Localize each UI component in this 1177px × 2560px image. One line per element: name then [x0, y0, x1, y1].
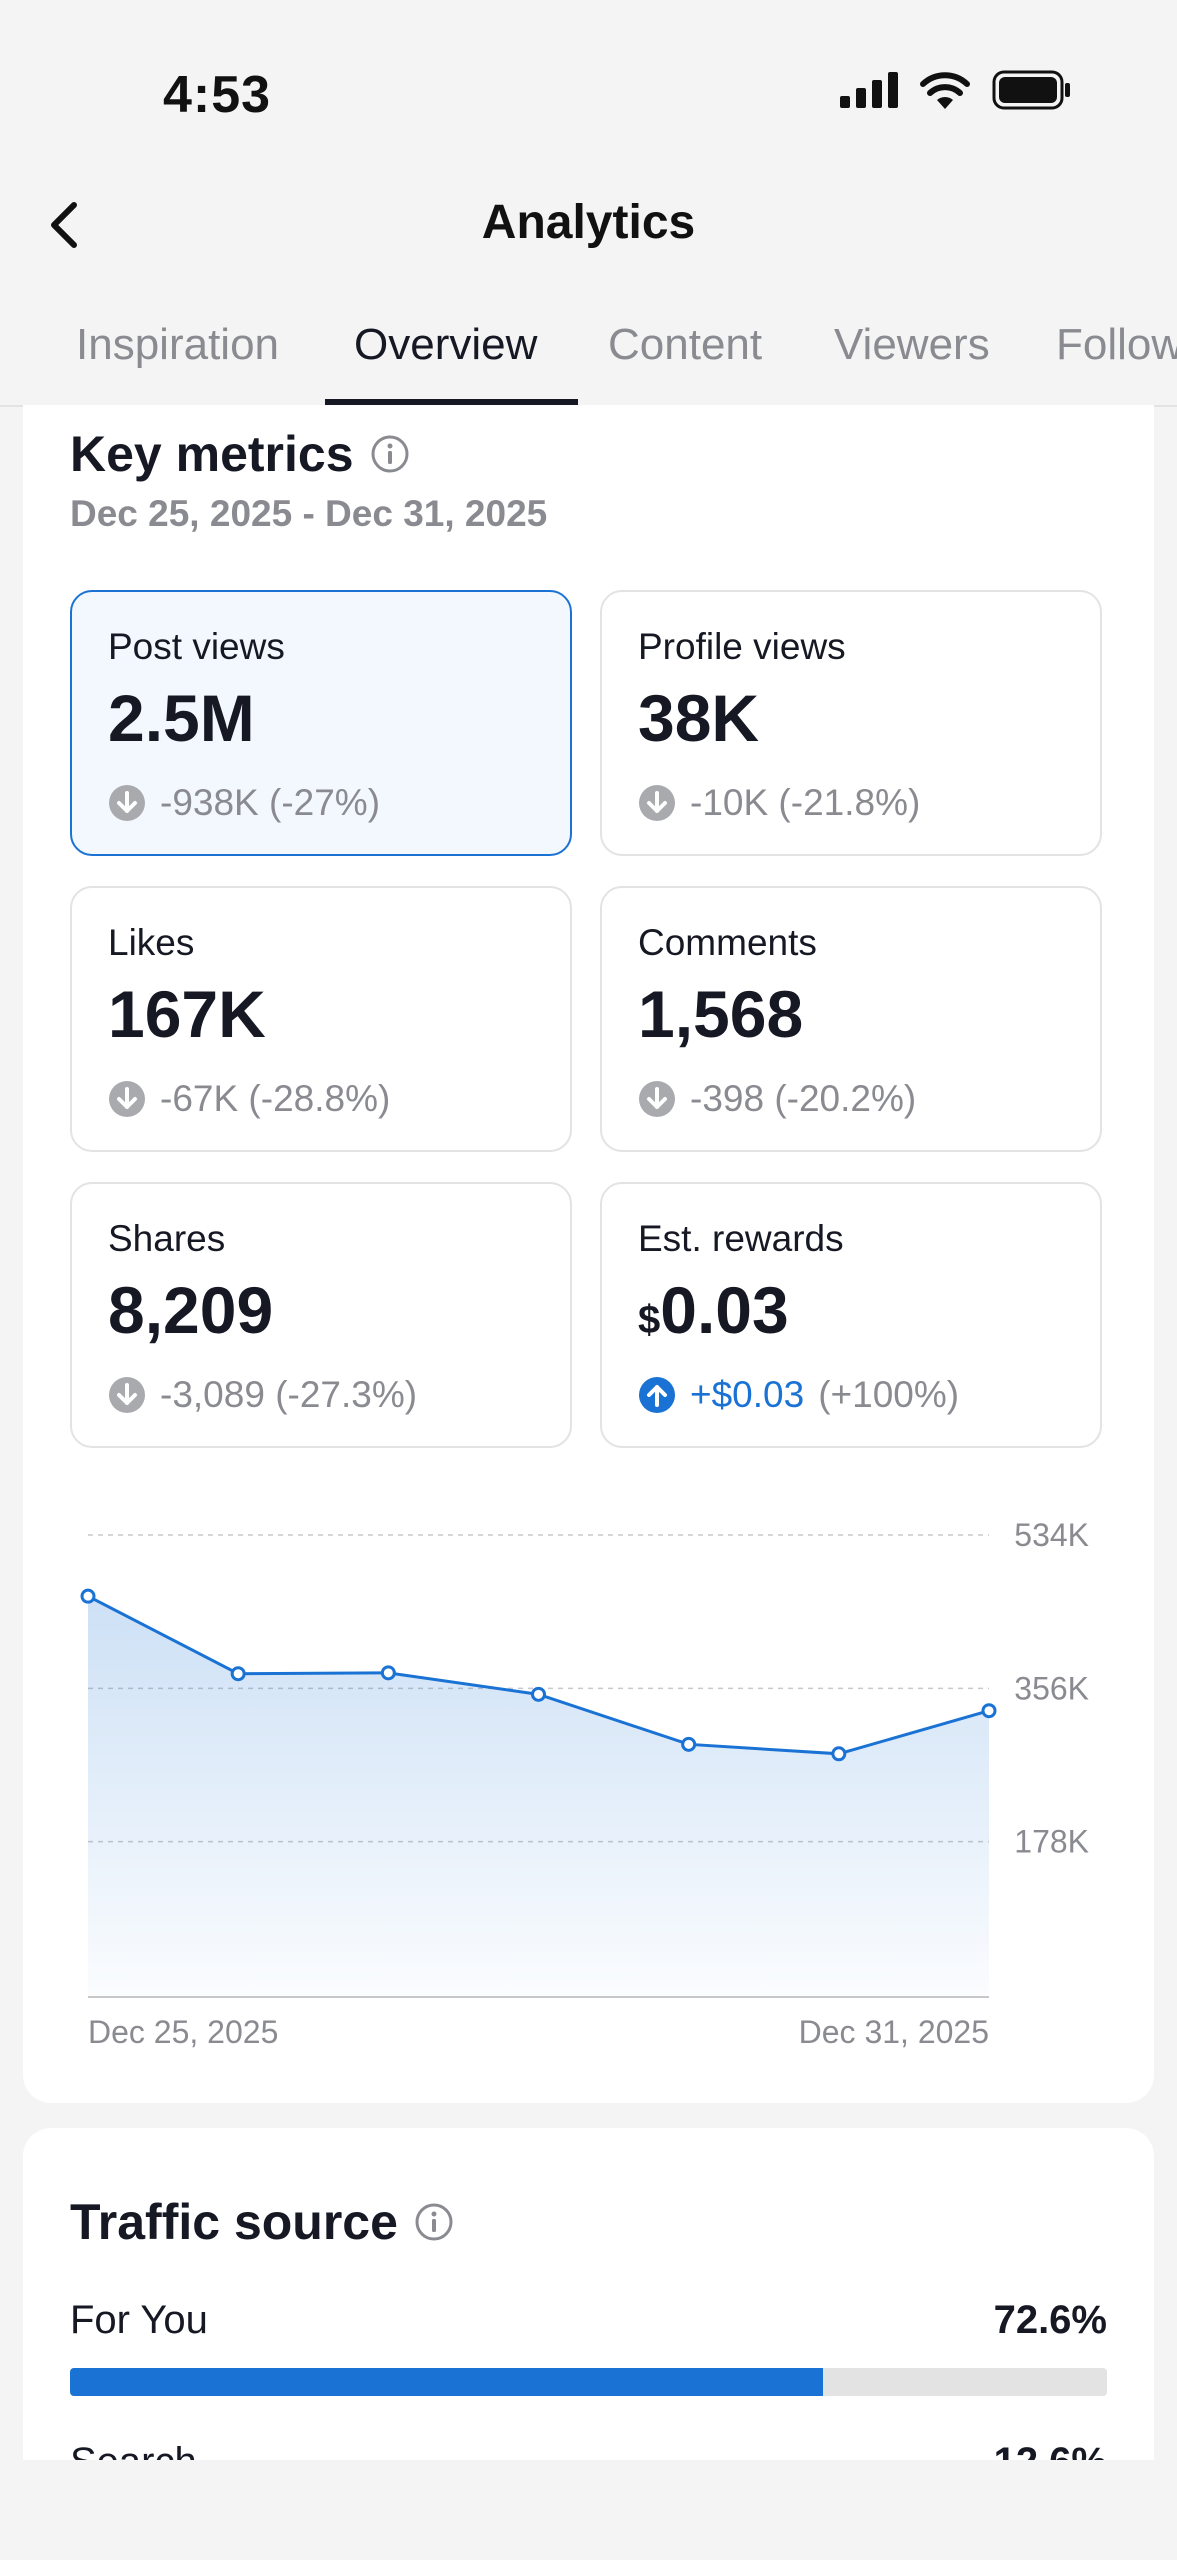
post-views-area-chart[interactable]: 178K 356K 534K Dec 25, 2025 Dec 31, 2025 — [23, 1495, 1154, 2055]
arrow-down-circle-icon — [109, 785, 145, 821]
metric-value: 1,568 — [638, 977, 804, 1051]
metric-card-shares[interactable]: Shares 8,209 -3,089 (-27.3%) — [70, 1182, 572, 1448]
metric-change: -398 (-20.2%) — [638, 1078, 916, 1120]
status-icons — [840, 70, 1072, 110]
metric-value: 8,209 — [108, 1273, 274, 1347]
metric-change: +$0.03 (+100%) — [638, 1374, 959, 1416]
metric-card-post-views[interactable]: Post views 2.5M -938K (-27%) — [70, 590, 572, 856]
wifi-icon — [920, 72, 970, 109]
chart-data-point[interactable] — [981, 1703, 997, 1719]
metric-card-comments[interactable]: Comments 1,568 -398 (-20.2%) — [600, 886, 1102, 1152]
tab-bar: Inspiration Overview Content Viewers Fol… — [0, 300, 1177, 407]
key-metrics-card: Key metrics Dec 25, 2025 - Dec 31, 2025 … — [23, 405, 1154, 2103]
info-icon[interactable] — [370, 434, 410, 474]
metric-change-text: -67K (-28.8%) — [160, 1078, 391, 1119]
arrow-down-circle-icon — [639, 785, 675, 821]
key-metrics-heading: Key metrics — [70, 425, 410, 483]
metric-change: -10K (-21.8%) — [638, 782, 920, 824]
metric-value: $0.03 — [638, 1272, 789, 1348]
y-tick-label: 178K — [1014, 1824, 1089, 1860]
date-range: Dec 25, 2025 - Dec 31, 2025 — [70, 493, 548, 534]
arrow-up-circle-icon — [639, 1377, 675, 1413]
chart-data-point[interactable] — [80, 1588, 96, 1604]
traffic-row-value: 72.6% — [993, 2298, 1107, 2342]
traffic-row-label: Search — [70, 2440, 197, 2460]
y-tick-label: 534K — [1014, 1517, 1089, 1553]
key-metrics-title: Key metrics — [70, 426, 354, 482]
traffic-row-label: For You — [70, 2298, 208, 2342]
arrow-down-circle-icon — [109, 1081, 145, 1117]
metric-label: Post views — [108, 626, 285, 667]
chart-data-point[interactable] — [380, 1665, 396, 1681]
tab-overview[interactable]: Overview — [354, 320, 538, 369]
status-time: 4:53 — [163, 66, 272, 124]
metric-change-text: -938K (-27%) — [160, 782, 381, 823]
metric-card-likes[interactable]: Likes 167K -67K (-28.8%) — [70, 886, 572, 1152]
status-bar: 4:53 — [0, 0, 1177, 190]
tab-content[interactable]: Content — [608, 320, 763, 369]
arrow-down-circle-icon — [639, 1081, 675, 1117]
tab-inspiration[interactable]: Inspiration — [76, 320, 280, 369]
traffic-source-card: Traffic source For You 72.6% Search 12.6… — [23, 2128, 1154, 2460]
metric-change-text: -398 (-20.2%) — [690, 1078, 917, 1119]
metric-value: 2.5M — [108, 681, 255, 755]
metric-label: Est. rewards — [638, 1218, 844, 1259]
chevron-left-icon — [51, 202, 77, 248]
x-tick-label-end: Dec 31, 2025 — [799, 2014, 989, 2050]
currency-symbol: $ — [638, 1298, 661, 1342]
metric-change: -938K (-27%) — [108, 782, 380, 824]
metric-value-amount: 0.03 — [660, 1273, 789, 1347]
info-icon[interactable] — [414, 2202, 454, 2242]
chart-data-point[interactable] — [230, 1666, 246, 1682]
metric-change-pct: (+100%) — [818, 1374, 960, 1415]
y-tick-label: 356K — [1014, 1670, 1089, 1706]
traffic-progress-fill — [70, 2368, 823, 2396]
metric-label: Shares — [108, 1218, 226, 1259]
metric-label: Profile views — [638, 626, 846, 667]
x-tick-label-start: Dec 25, 2025 — [88, 2014, 278, 2050]
chart-data-point[interactable] — [681, 1736, 697, 1752]
metric-change-text: -10K (-21.8%) — [690, 782, 921, 823]
nav-bar: Analytics — [0, 175, 1177, 275]
metric-card-profile-views[interactable]: Profile views 38K -10K (-21.8%) — [600, 590, 1102, 856]
chart-data-point[interactable] — [831, 1746, 847, 1762]
tab-followers[interactable]: Followers — [1056, 320, 1177, 369]
metric-value: 167K — [108, 977, 266, 1051]
metric-label: Comments — [638, 922, 817, 963]
traffic-progress-bar — [70, 2368, 1107, 2396]
battery-icon — [992, 70, 1070, 110]
metric-label: Likes — [108, 922, 195, 963]
arrow-down-circle-icon — [109, 1377, 145, 1413]
back-button[interactable] — [40, 193, 90, 257]
chart-area-fill — [88, 1596, 989, 1995]
traffic-source-title: Traffic source — [70, 2194, 398, 2250]
active-tab-indicator — [325, 399, 578, 405]
metric-value: 38K — [638, 681, 760, 755]
signal-icon — [840, 72, 898, 108]
metric-card-est-rewards[interactable]: Est. rewards $0.03 +$0.03 (+100%) — [600, 1182, 1102, 1448]
page-title: Analytics — [481, 196, 696, 249]
metric-change-amount: +$0.03 — [690, 1374, 805, 1415]
metric-change-text: -3,089 (-27.3%) — [160, 1374, 418, 1415]
metric-change: -3,089 (-27.3%) — [108, 1374, 417, 1416]
metric-change: -67K (-28.8%) — [108, 1078, 390, 1120]
traffic-row-value: 12.6% — [994, 2440, 1107, 2460]
tab-viewers[interactable]: Viewers — [834, 320, 990, 369]
chart-data-point[interactable] — [531, 1686, 546, 1702]
traffic-source-heading: Traffic source — [70, 2193, 454, 2251]
